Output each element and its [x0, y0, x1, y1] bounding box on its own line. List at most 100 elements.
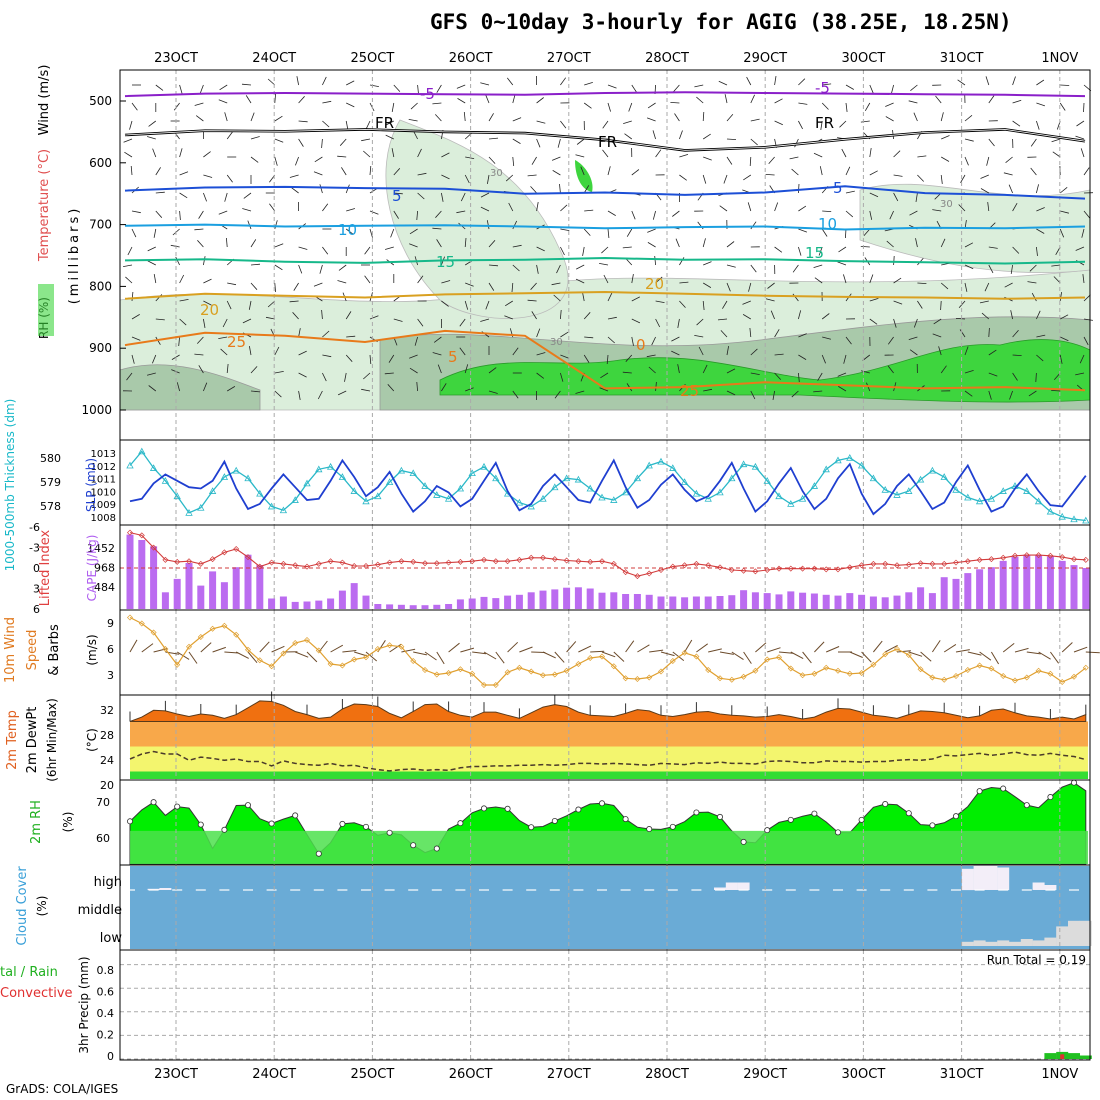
wind-barb	[560, 331, 569, 338]
wind-barb	[964, 390, 973, 397]
wind-barb	[560, 246, 565, 256]
li-point	[575, 558, 582, 565]
rh-point	[953, 813, 960, 820]
wind-barb	[626, 228, 633, 237]
cape-bar	[1023, 554, 1031, 609]
wind-barb	[512, 264, 520, 272]
wind-tick-label: 3	[107, 669, 114, 682]
wind-barb	[194, 353, 204, 356]
wind-speed-point	[705, 667, 712, 673]
wind-barb	[845, 228, 847, 239]
li-point	[799, 565, 806, 572]
wind-barb	[417, 318, 424, 327]
wind-barb	[274, 282, 276, 293]
wind-barb	[527, 299, 537, 302]
wind-barb	[1083, 102, 1085, 113]
wind-barb	[369, 228, 373, 238]
wind-barb	[1059, 292, 1062, 302]
thickness-point	[952, 485, 960, 493]
wind-barb	[1005, 156, 1013, 164]
wind-barb	[670, 102, 680, 104]
li-tick-label: -6	[29, 521, 40, 534]
precip-left-label: Convective	[0, 986, 73, 1001]
wind-barb	[915, 238, 918, 248]
wind-barb	[322, 100, 332, 104]
wind-barb	[1079, 354, 1085, 364]
wind-speed-point	[245, 646, 251, 653]
rh-point	[905, 810, 912, 817]
rh-point	[717, 813, 724, 820]
wind-barb	[651, 336, 656, 346]
wind-barb	[298, 138, 304, 147]
wind-barb	[511, 282, 514, 293]
wind-speed-point	[941, 676, 948, 683]
wind-barb	[910, 84, 918, 92]
cloud-high-bar	[973, 865, 986, 890]
wind-speed-point	[799, 672, 806, 679]
thickness-point	[562, 474, 571, 482]
li-point	[516, 556, 523, 563]
date-label-top: 27OCT	[547, 51, 591, 66]
wind-barb	[321, 309, 323, 320]
li-line	[129, 532, 1086, 577]
wind-barb	[702, 238, 706, 248]
thickness-point	[621, 488, 630, 496]
slp-line	[129, 458, 1087, 516]
wind-barb	[267, 78, 276, 86]
thickness-point	[338, 473, 347, 480]
cloud-high-bar	[1044, 885, 1057, 890]
wind-barb	[893, 318, 897, 328]
wind-barb	[179, 84, 183, 94]
wind-speed-point	[469, 670, 476, 677]
wind-barb	[679, 174, 687, 181]
wind-barb	[226, 386, 236, 392]
wind-barb	[198, 365, 204, 374]
wind-barb-10m	[896, 650, 911, 653]
rh-point	[929, 822, 936, 829]
li-point	[256, 563, 263, 570]
wind-barb	[774, 76, 777, 86]
wind-speed-line	[129, 616, 1087, 686]
wind-barb	[384, 372, 394, 375]
cape-bar	[291, 601, 299, 609]
wind-barb	[393, 192, 403, 195]
cape-bar	[1070, 565, 1078, 609]
wind-barb	[798, 354, 807, 360]
cloud-low-bar	[1056, 926, 1069, 946]
wind-barb	[1083, 294, 1091, 302]
wind-barb	[1030, 138, 1037, 147]
wind-barb	[322, 372, 327, 382]
date-label-bottom: 29OCT	[743, 1067, 787, 1082]
rh-point	[599, 800, 606, 807]
wind-speed-point	[292, 640, 299, 646]
date-label-bottom: 1NOV	[1041, 1067, 1078, 1082]
wind-barb	[750, 118, 760, 122]
wind-barb	[441, 300, 449, 307]
wind10-label: & Barbs	[47, 624, 62, 676]
li-point	[563, 557, 570, 564]
pressure-tick-label: 800	[89, 279, 112, 293]
wind-barb-10m	[141, 643, 154, 653]
wind-barb-10m	[318, 640, 328, 653]
thickness-tick-label: 579	[40, 476, 61, 489]
wind-barb	[363, 150, 371, 158]
wind-barb	[655, 381, 657, 392]
wind-barb	[694, 84, 704, 88]
wind-barb	[346, 335, 356, 338]
wind-barb	[940, 300, 942, 311]
li-point	[540, 554, 546, 561]
wind-speed-point	[882, 651, 889, 658]
wind-barb	[582, 246, 585, 256]
cloud-high-bar	[159, 888, 172, 890]
wind-barb	[274, 138, 284, 143]
wind-barb-10m	[967, 651, 982, 656]
cape-bar	[999, 560, 1007, 609]
wind-barb	[536, 97, 544, 104]
wind-barb	[845, 102, 848, 112]
thickness-point	[633, 474, 642, 482]
li-point	[1023, 552, 1030, 559]
wind-barb	[723, 174, 728, 184]
wind-barb	[622, 246, 632, 249]
wind-barb-10m	[542, 651, 556, 659]
